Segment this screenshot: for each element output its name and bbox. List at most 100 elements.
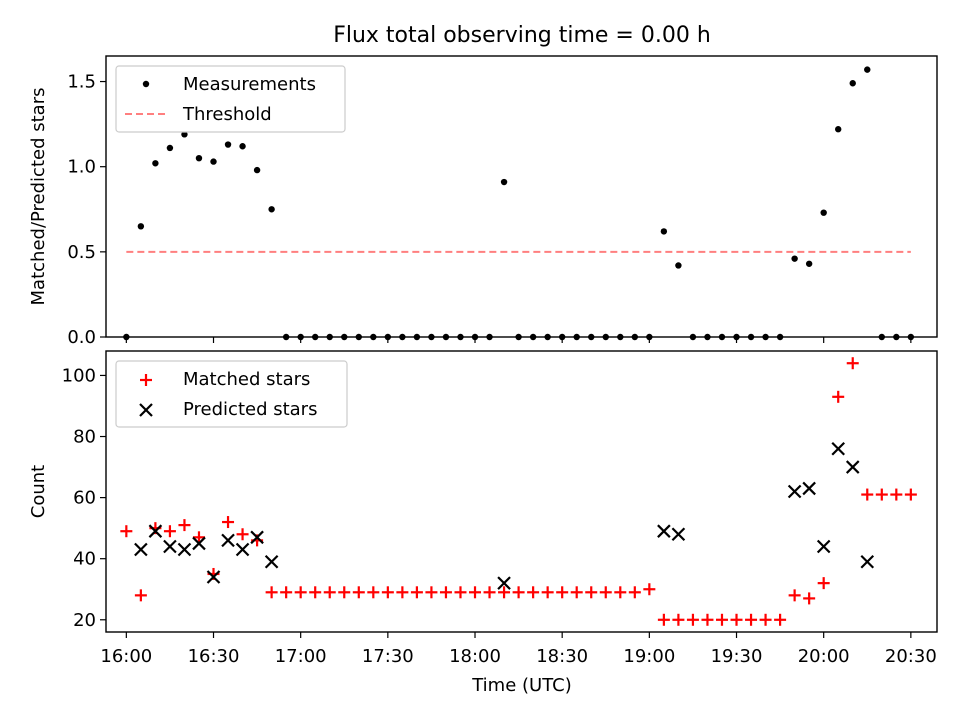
- x-axis-label: Time (UTC): [471, 675, 572, 696]
- matched-point: [585, 586, 598, 599]
- measurement-point: [181, 131, 188, 138]
- matched-point: [265, 586, 278, 599]
- matched-point: [498, 586, 511, 599]
- matched-point: [294, 586, 307, 599]
- matched-point: [875, 488, 888, 501]
- predicted-point: [206, 570, 221, 584]
- measurement-point: [820, 209, 827, 216]
- bottom-panel: 20 40 60 80 100 16:00 16:30 17:00 17:30 18:00 18:3…: [28, 350, 938, 667]
- matched-point: [774, 613, 787, 626]
- measurement-point: [791, 255, 798, 262]
- matched-point: [832, 390, 845, 403]
- predicted-point: [163, 539, 177, 554]
- legend-threshold-label: Threshold: [182, 104, 272, 125]
- matched-point: [323, 586, 336, 599]
- matched-point: [614, 586, 627, 599]
- matched-point: [643, 583, 656, 596]
- measurement-point: [239, 143, 246, 150]
- matched-point: [628, 586, 641, 599]
- matched-point: [469, 586, 482, 599]
- measurement-point: [864, 66, 871, 73]
- y-tick-label: 0.5: [67, 242, 96, 263]
- legend-matched-label: Matched stars: [183, 369, 310, 390]
- matched-point: [483, 586, 496, 599]
- x-tick-label: 17:30: [362, 646, 414, 667]
- x-tick-label: 16:30: [188, 646, 240, 667]
- matched-point: [178, 519, 191, 532]
- legend-matched-marker: [140, 374, 152, 386]
- matched-point: [280, 586, 293, 599]
- predicted-point: [192, 536, 206, 551]
- matched-point: [788, 589, 801, 602]
- matched-point: [527, 586, 540, 599]
- matched-point: [236, 528, 249, 541]
- matched-point: [657, 613, 670, 626]
- matched-point: [745, 613, 758, 626]
- matched-point: [222, 516, 235, 529]
- measurement-point: [835, 126, 842, 133]
- predicted-point: [134, 542, 148, 557]
- predicted-point: [802, 481, 816, 496]
- measurement-point: [253, 166, 261, 174]
- predicted-point: [787, 484, 802, 499]
- matched-point: [556, 586, 569, 599]
- matched-point: [817, 577, 830, 590]
- matched-point: [730, 613, 743, 626]
- legend-measurements-label: Measurements: [183, 74, 316, 95]
- matched-point: [803, 592, 816, 605]
- predicted-point: [831, 441, 845, 456]
- y-tick-label: 40: [73, 549, 96, 570]
- measurement-point: [805, 260, 813, 267]
- matched-point: [846, 357, 859, 370]
- measurement-point: [849, 80, 856, 87]
- matched-point: [352, 586, 365, 599]
- matched-point: [309, 586, 322, 599]
- matched-point: [599, 586, 612, 599]
- matched-point: [715, 613, 728, 626]
- measurement-point: [152, 160, 159, 167]
- x-tick-label: 19:30: [711, 646, 763, 667]
- bottom-legend: Matched stars Predicted stars: [115, 360, 348, 428]
- x-tick-label: 17:00: [275, 646, 327, 667]
- measurement-point: [660, 228, 668, 235]
- x-tick-label: 18:30: [536, 646, 588, 667]
- matched-point: [759, 613, 772, 626]
- matched-point: [686, 613, 699, 626]
- matched-point: [425, 586, 438, 599]
- top-y-axis-label: Matched/Predicted stars: [28, 88, 49, 306]
- measurement-point: [195, 154, 203, 162]
- measurement-point: [224, 141, 232, 148]
- x-tick-label: 19:00: [623, 646, 675, 667]
- bottom-y-axis-label: Count: [28, 465, 49, 518]
- predicted-point: [250, 530, 264, 545]
- matched-point: [381, 586, 394, 599]
- y-tick-label: 1.5: [67, 72, 96, 93]
- predicted-point: [221, 533, 235, 548]
- y-tick-label: 80: [73, 427, 96, 448]
- legend-predicted-marker: [139, 403, 153, 417]
- matched-point: [512, 586, 525, 599]
- bottom-legend-box: [115, 360, 348, 428]
- predicted-point: [264, 554, 279, 569]
- predicted-point: [235, 542, 250, 557]
- y-tick-label: 60: [73, 488, 96, 509]
- measurement-point: [675, 262, 682, 269]
- legend-measurements-marker: [142, 80, 150, 88]
- figure-title: Flux total observing time = 0.00 h: [333, 23, 711, 48]
- matched-point: [134, 589, 147, 602]
- matched-point: [120, 525, 133, 538]
- matched-point: [367, 586, 380, 599]
- predicted-point: [148, 524, 163, 538]
- predicted-point: [177, 542, 192, 557]
- top-legend-box: [115, 65, 346, 133]
- predicted-point: [860, 554, 875, 569]
- x-tick-label: 20:30: [885, 646, 937, 667]
- matched-point: [541, 586, 554, 599]
- top-legend: Measurements Threshold: [115, 65, 346, 133]
- y-tick-label: 1.0: [67, 157, 96, 178]
- measurement-point: [500, 178, 508, 186]
- x-tick-label: 20:00: [798, 646, 850, 667]
- matched-point: [163, 525, 176, 538]
- measurement-point: [268, 206, 275, 213]
- top-panel: 0.0 0.5 1.0 1.5 Matched/Predicted stars Mea…: [28, 55, 938, 348]
